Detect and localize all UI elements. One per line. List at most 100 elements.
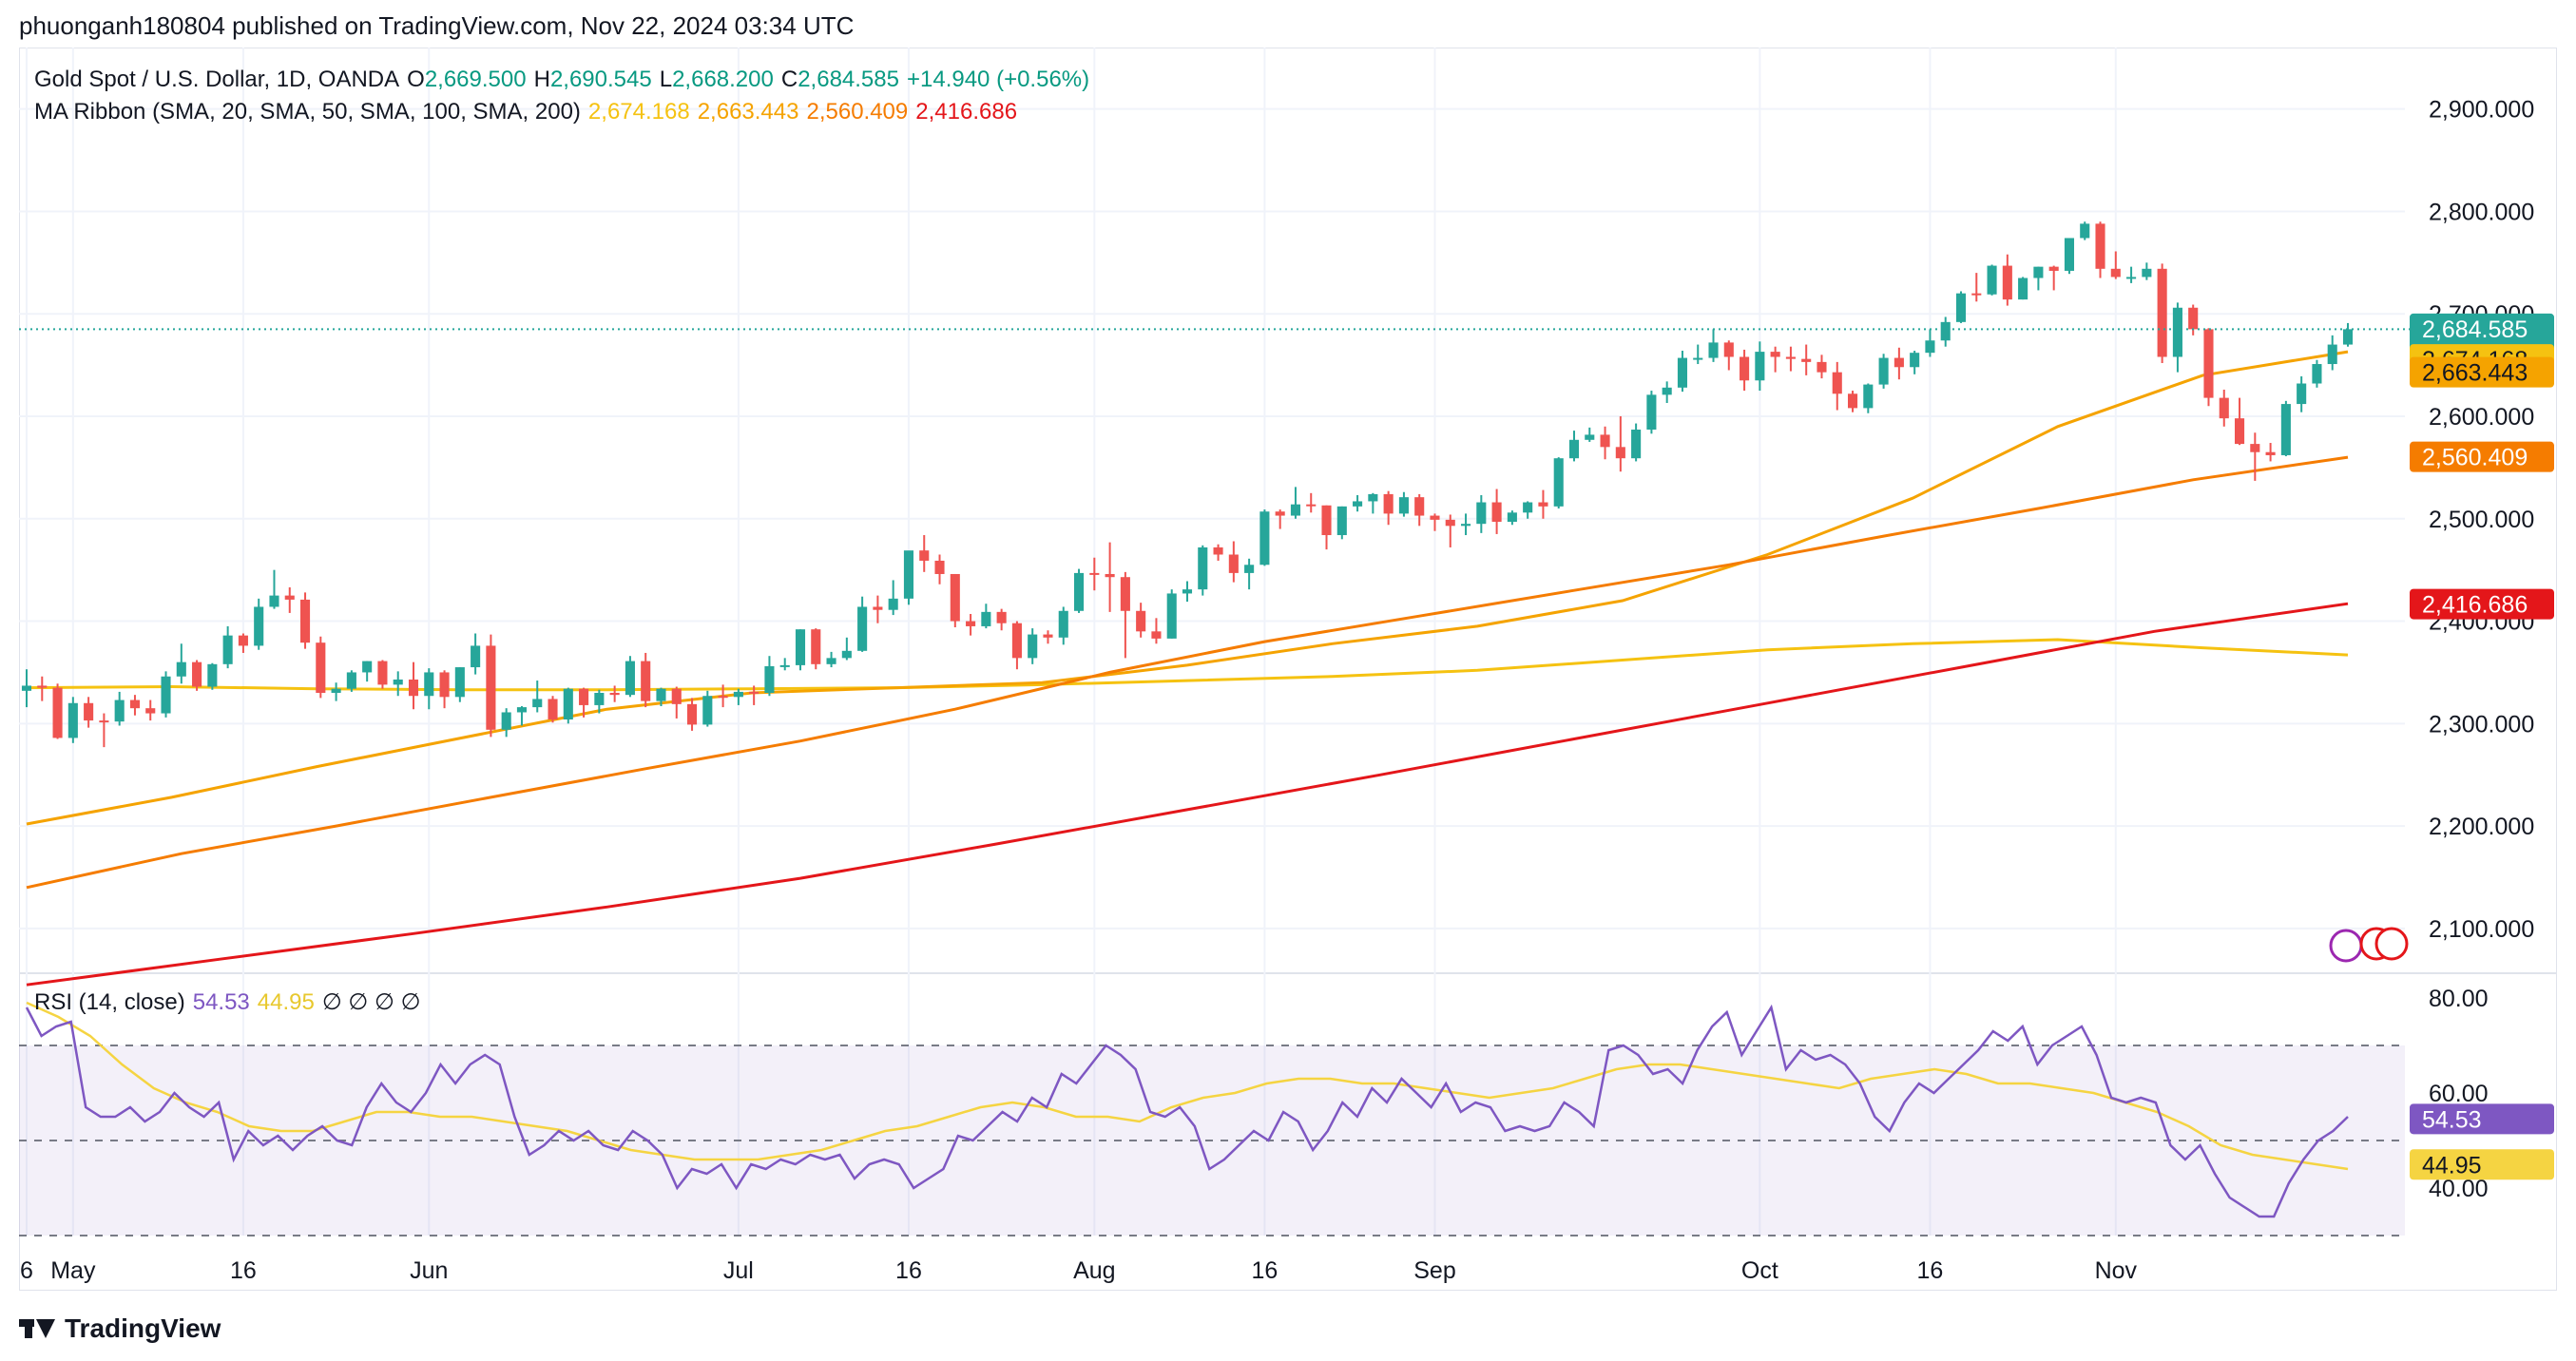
legend-high-label: H xyxy=(533,67,550,92)
time-tick-label: Oct xyxy=(1741,1257,1778,1284)
rsi-lines xyxy=(25,1001,2349,1218)
candle-down xyxy=(1445,519,1455,527)
time-tick-label: Jun xyxy=(410,1257,448,1284)
candle-down xyxy=(1600,434,1610,448)
last-price-badge-text: 2,684.585 xyxy=(2422,316,2528,343)
candle-down xyxy=(1740,356,1750,381)
candle-down xyxy=(1770,352,1780,357)
candle-down xyxy=(1491,502,1502,523)
rsi-tick-label: 40.00 xyxy=(2429,1176,2489,1202)
ma200-value: 2,416.686 xyxy=(915,99,1018,125)
candle-up xyxy=(733,691,743,698)
candle-down xyxy=(316,642,326,693)
candles xyxy=(19,221,2410,748)
ma50-badge-bg xyxy=(2410,356,2554,388)
candle-down xyxy=(1213,546,1223,555)
candle-down xyxy=(671,688,682,704)
time-tick-label: 16 xyxy=(895,1257,922,1284)
candle-up xyxy=(1987,265,1997,295)
us-flag-event-icon-2 xyxy=(2374,927,2409,961)
candle-down xyxy=(1832,372,1842,394)
candle-down xyxy=(1136,610,1146,632)
candle-down xyxy=(486,645,496,730)
candle-up xyxy=(362,661,373,673)
candle-up xyxy=(903,550,914,599)
candle-down xyxy=(238,635,248,646)
candle-up xyxy=(1585,434,1595,440)
candle-down xyxy=(749,691,759,694)
ma200-badge-text: 2,416.686 xyxy=(2422,592,2528,619)
candle-up xyxy=(2312,364,2322,384)
candle-up xyxy=(779,664,790,667)
candle-down xyxy=(99,720,109,723)
footer-brand: TradingView xyxy=(65,1313,221,1343)
ma100-value: 2,560.409 xyxy=(806,99,909,125)
grid xyxy=(19,48,2557,1236)
candle-up xyxy=(656,688,666,701)
candle-down xyxy=(641,661,651,701)
candle-down xyxy=(1120,577,1130,611)
candle-up xyxy=(888,598,898,610)
candle-down xyxy=(439,672,450,698)
rsi-ma-line xyxy=(26,1001,2349,1171)
candle-down xyxy=(37,685,48,688)
candle-up xyxy=(532,699,543,708)
candle-up xyxy=(1058,610,1068,638)
legend-low: 2,668.200 xyxy=(672,67,774,92)
candle-down xyxy=(1306,504,1317,507)
candle-down xyxy=(548,699,558,720)
candle-up xyxy=(702,696,713,725)
candle-up xyxy=(1198,546,1208,590)
candle-up xyxy=(1646,394,1657,431)
candle-up xyxy=(67,702,78,738)
tradingview-footer[interactable]: TradingView xyxy=(19,1313,221,1344)
legend-low-label: L xyxy=(659,67,673,92)
candle-down xyxy=(934,560,945,574)
rsi-band xyxy=(19,1045,2405,1236)
candle-up xyxy=(1476,502,1487,525)
candle-down xyxy=(1971,293,1982,296)
legend-close-label: C xyxy=(780,67,798,92)
legend-open-label: O xyxy=(407,67,425,92)
candle-down xyxy=(1801,358,1812,362)
candle-up xyxy=(501,712,511,730)
price-badges: 2,684.58518:25:272,674.1682,663.4432,560… xyxy=(2329,313,2554,1180)
candle-up xyxy=(1244,565,1255,573)
candle-down xyxy=(1785,356,1796,359)
candle-up xyxy=(1910,353,1920,368)
candle-up xyxy=(114,700,125,722)
candle-up xyxy=(2080,223,2090,239)
publisher-line: phuonganh180804 published on TradingView… xyxy=(19,11,855,40)
candle-down xyxy=(1817,361,1827,373)
candle-up xyxy=(2142,268,2152,278)
candle-down xyxy=(950,573,960,622)
candle-down xyxy=(84,702,94,721)
legend-high: 2,690.545 xyxy=(549,67,652,92)
candle-down xyxy=(2203,329,2214,398)
candle-down xyxy=(873,606,883,610)
candle-down xyxy=(2048,266,2059,271)
legend-change: +14.940 (+0.56%) xyxy=(906,67,1090,92)
ma-line-sma-50 xyxy=(26,350,2349,826)
candle-down xyxy=(1383,493,1394,514)
candle-down xyxy=(408,679,419,697)
candle-up xyxy=(1863,384,1874,409)
ma-ribbon-label: MA Ribbon (SMA, 20, SMA, 50, SMA, 100, S… xyxy=(34,99,581,125)
candle-down xyxy=(2095,223,2105,269)
price-tick-label: 2,100.000 xyxy=(2429,916,2534,943)
ma-ribbon xyxy=(26,350,2349,987)
candle-up xyxy=(1182,589,1193,594)
time-tick-label: Nov xyxy=(2095,1257,2138,1284)
ma-line-sma-100 xyxy=(26,455,2349,890)
candle-down xyxy=(1275,511,1285,516)
ma50-badge-text: 2,663.443 xyxy=(2422,360,2528,387)
legend-open: 2,669.500 xyxy=(424,67,527,92)
candle-up xyxy=(981,611,991,626)
candle-down xyxy=(284,595,295,600)
candle-up xyxy=(2172,307,2182,357)
candle-up xyxy=(269,595,279,607)
candle-up xyxy=(2018,278,2028,300)
candle-up xyxy=(795,629,806,665)
candle-up xyxy=(1693,357,1703,360)
